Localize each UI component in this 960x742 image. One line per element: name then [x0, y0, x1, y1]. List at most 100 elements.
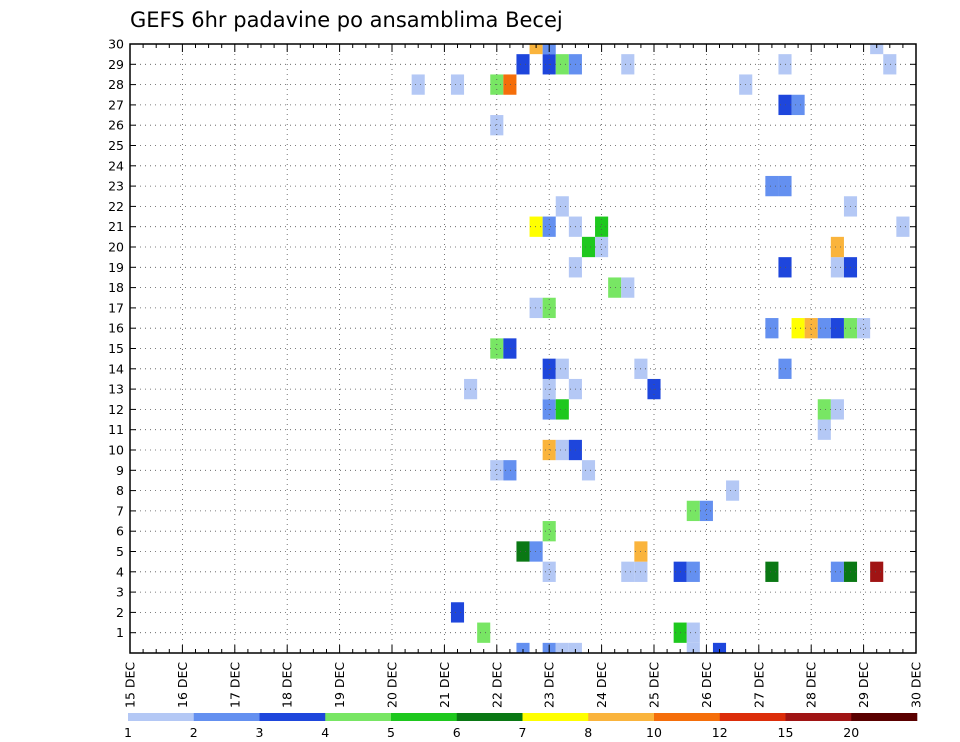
colorbar-swatch: [128, 713, 195, 721]
heatmap-cell: [830, 561, 844, 582]
heatmap-cell: [857, 318, 871, 339]
heatmap-cell: [568, 642, 582, 653]
heatmap-cell: [503, 74, 517, 95]
y-tick-label: 20: [108, 240, 124, 255]
x-tick-label: 25 DEC: [647, 662, 662, 708]
colorbar-swatch: [785, 713, 852, 721]
heatmap-cell: [870, 44, 884, 55]
heatmap-cell: [830, 257, 844, 278]
y-tick-label: 11: [108, 422, 124, 437]
x-tick-label: 16 DEC: [175, 662, 190, 708]
x-tick-label: 27 DEC: [751, 662, 766, 708]
heatmap-cell: [686, 500, 700, 522]
colorbar-swatch: [851, 713, 918, 721]
heatmap-cell: [817, 399, 831, 420]
colorbar-label: 2: [190, 725, 198, 740]
colorbar-label: 8: [584, 725, 592, 740]
heatmap-cell: [686, 622, 700, 643]
x-tick-label: 21 DEC: [437, 662, 452, 708]
heatmap-cell: [542, 216, 556, 237]
colorbar-swatch: [654, 713, 721, 721]
y-tick-label: 28: [108, 77, 124, 92]
heatmap-cell: [896, 216, 910, 237]
heatmap-cell: [542, 297, 556, 319]
heatmap-cell: [490, 115, 504, 136]
heatmap-cell: [555, 399, 569, 420]
chart-title: GEFS 6hr padavine po ansamblima Becej: [130, 8, 563, 32]
heatmap-cell: [581, 460, 596, 481]
heatmap-cell: [621, 277, 635, 298]
heatmap-cell: [555, 439, 569, 461]
y-tick-label: 14: [108, 361, 124, 376]
y-tick-label: 19: [108, 260, 124, 275]
heatmap-cell: [712, 642, 727, 653]
x-tick-label: 29 DEC: [856, 662, 871, 708]
heatmap-cell: [516, 54, 530, 75]
y-tick-label: 10: [108, 443, 124, 458]
y-tick-label: 26: [108, 118, 124, 133]
heatmap-cell: [830, 399, 844, 420]
x-tick-label: 30 DEC: [909, 662, 924, 708]
heatmap-cell: [817, 419, 831, 440]
y-tick-label: 18: [108, 280, 124, 295]
x-tick-label: 17 DEC: [227, 662, 242, 708]
y-tick-label: 21: [108, 219, 124, 234]
heatmap-cell: [529, 541, 543, 562]
colorbar-label: 1: [124, 725, 132, 740]
heatmap-cell: [686, 642, 700, 653]
x-axis: 15 DEC 16 DEC 17 DEC 18 DEC 19 DEC 20 DEC 21 D…: [123, 44, 924, 708]
colorbar-label: 20: [843, 725, 859, 740]
heatmap-cell: [581, 236, 596, 258]
colorbar-swatch: [456, 713, 523, 721]
heatmap-cell: [870, 561, 884, 582]
colorbar-swatch: [325, 713, 392, 721]
heatmap-cell: [555, 642, 569, 653]
colorbar-label: 6: [453, 725, 461, 740]
y-tick-label: 17: [108, 300, 124, 315]
heatmap-cell: [516, 541, 530, 562]
heatmap-cell: [595, 216, 609, 237]
chart-grid: [130, 44, 916, 653]
x-tick-label: 23 DEC: [542, 662, 557, 708]
heatmap-cell: [490, 338, 504, 359]
heatmap-cell: [490, 460, 504, 481]
heatmap-cell: [529, 44, 543, 55]
heatmap-cell: [555, 358, 569, 379]
heatmap-cell: [595, 236, 609, 258]
y-tick-label: 24: [108, 158, 124, 173]
heatmap-cell: [542, 561, 556, 582]
colorbar-swatch: [719, 713, 786, 721]
y-axis: 1234567891011121314151617181920212223242…: [108, 37, 916, 640]
colorbar-swatch: [588, 713, 655, 721]
heatmap-cell: [686, 561, 700, 582]
heatmap-cell: [503, 338, 517, 359]
y-tick-label: 9: [116, 463, 124, 478]
heatmap-cell: [450, 74, 465, 95]
y-tick-label: 7: [116, 503, 124, 518]
y-tick-label: 22: [108, 199, 124, 214]
heatmap-cell: [830, 236, 844, 258]
y-tick-label: 29: [108, 57, 124, 72]
heatmap-cell: [621, 561, 635, 582]
heatmap-cell: [529, 216, 543, 237]
colorbar-label: 4: [321, 725, 329, 740]
heatmap-cell: [765, 318, 779, 339]
heatmap-cell: [699, 500, 713, 522]
y-tick-label: 12: [108, 402, 124, 417]
heatmap-cell: [529, 297, 543, 319]
heatmap-cell: [726, 480, 740, 501]
heatmap-cell: [477, 622, 491, 643]
heatmap-cell: [608, 277, 622, 298]
y-tick-label: 27: [108, 97, 124, 112]
colorbar-swatch: [259, 713, 326, 721]
x-tick-label: 24 DEC: [594, 662, 609, 708]
colorbar-label: 10: [646, 725, 662, 740]
heatmap-cell: [516, 642, 530, 653]
heatmap-cell: [621, 54, 635, 75]
heatmap-cell: [411, 74, 425, 95]
colorbar-label: 15: [778, 725, 794, 740]
heatmap-cell: [883, 54, 897, 75]
y-tick-label: 2: [116, 605, 124, 620]
colorbar-label: 7: [519, 725, 527, 740]
